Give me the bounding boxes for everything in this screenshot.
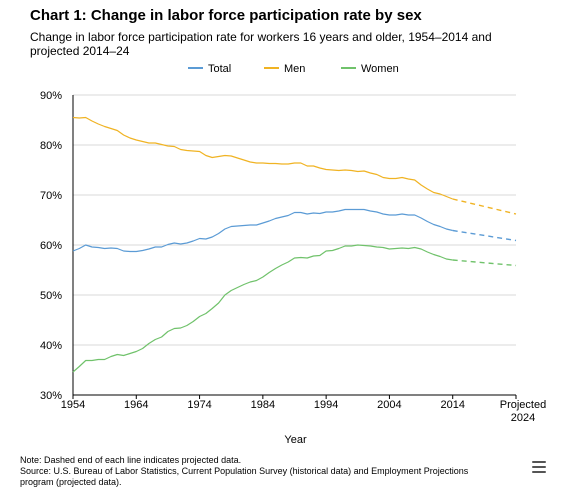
y-tick-label: 60%: [40, 240, 62, 252]
chart-subtitle: Change in labor force participation rate…: [30, 30, 492, 58]
series-line-women: [72, 244, 453, 373]
x-axis-title: Year: [284, 434, 307, 446]
x-tick-label: 2014: [440, 399, 464, 411]
x-tick-label: 1964: [124, 399, 148, 411]
chart-footnote: Note: Dashed end of each line indicates …: [20, 455, 500, 488]
legend-item-men[interactable]: Men: [264, 63, 305, 75]
legend-item-women[interactable]: Women: [341, 63, 399, 75]
series-lines: [72, 116, 517, 373]
y-tick-label: 90%: [40, 90, 62, 102]
series-projection-total: [452, 229, 517, 242]
legend[interactable]: Total Men Women: [188, 63, 399, 75]
y-tick-label: 40%: [40, 340, 62, 352]
x-tick-label: 2024: [511, 412, 535, 424]
legend-item-total[interactable]: Total: [188, 63, 231, 75]
legend-label-women: Women: [361, 63, 399, 75]
x-tick-label: 1974: [187, 399, 211, 411]
x-tick-label: 1994: [314, 399, 338, 411]
axes: 30% 40% 50% 60% 70% 80% 90% 1954 1964 1974 1984 199…: [40, 90, 546, 424]
x-tick-label: 1984: [251, 399, 275, 411]
series-line-total: [72, 208, 453, 253]
x-tick-label: 1954: [61, 399, 85, 411]
series-line-men: [72, 116, 453, 200]
gridlines: [73, 94, 516, 346]
series-projection-men: [452, 198, 517, 215]
hamburger-menu-icon[interactable]: [532, 461, 546, 475]
series-projection-women: [452, 259, 517, 267]
x-tick-label: 2004: [377, 399, 401, 411]
x-tick-label: Projected: [500, 399, 546, 411]
y-tick-label: 30%: [40, 390, 62, 402]
source-text: Source: U.S. Bureau of Labor Statistics,…: [20, 466, 469, 487]
y-tick-label: 50%: [40, 290, 62, 302]
note-text: Note: Dashed end of each line indicates …: [20, 455, 242, 465]
chart-title: Chart 1: Change in labor force participa…: [30, 7, 422, 24]
legend-label-men: Men: [284, 63, 305, 75]
y-tick-label: 70%: [40, 190, 62, 202]
legend-label-total: Total: [208, 63, 231, 75]
y-tick-label: 80%: [40, 140, 62, 152]
